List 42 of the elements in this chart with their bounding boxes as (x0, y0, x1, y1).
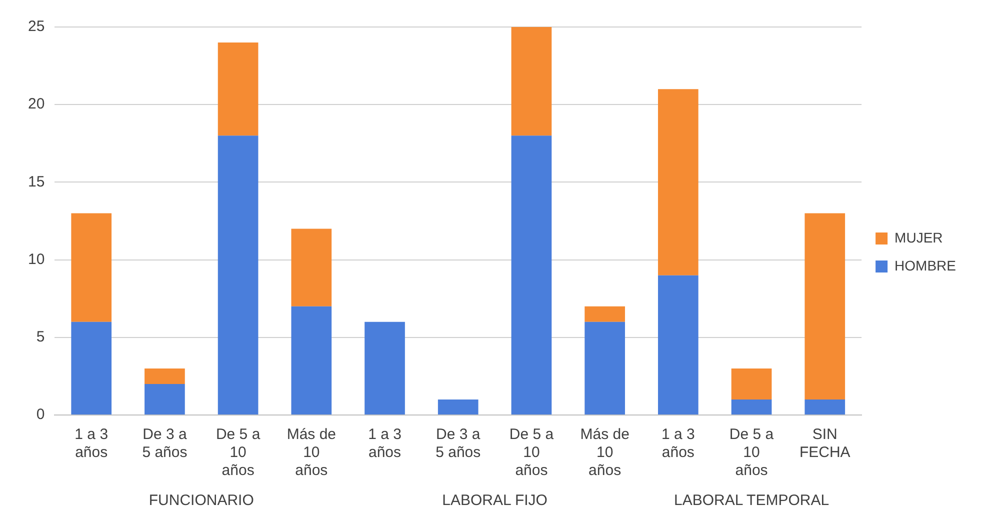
x-tick-label: Más de 10 años (286, 426, 336, 480)
bar (731, 368, 772, 400)
y-tick-label: 5 (36, 328, 45, 346)
x-tick-label: De 5 a 10 años (509, 426, 554, 480)
y-tick-label: 15 (28, 173, 45, 190)
legend-label: MUJER (894, 229, 943, 246)
bar (218, 42, 258, 136)
y-tick-label: 10 (28, 250, 45, 268)
bar (144, 384, 185, 414)
bar (804, 213, 846, 400)
y-tick-label: 20 (28, 96, 45, 113)
y-tick-label: 25 (28, 18, 45, 36)
x-tick-label: 1 a 3 años (661, 426, 695, 462)
bar (71, 213, 112, 322)
bar (511, 27, 552, 136)
legend-label: HOMBRE (894, 257, 956, 274)
x-tick-label: Más de 10 años (580, 426, 630, 480)
x-tick-label: 1 a 3 años (368, 426, 402, 462)
bar (218, 136, 258, 414)
bar (804, 399, 846, 414)
bar (291, 306, 332, 414)
bar (658, 89, 698, 276)
x-tick-label: 1 a 3 años (74, 426, 108, 462)
y-tick-label: 0 (36, 406, 45, 424)
bar (584, 322, 625, 414)
bar (438, 399, 478, 414)
bar (291, 228, 332, 306)
x-tick-label: SIN FECHA (799, 426, 850, 462)
text: LABORAL FIJO (442, 492, 548, 509)
text: FUNCIONARIO (148, 492, 254, 509)
bar (731, 399, 772, 414)
text: LABORAL TEMPORAL (674, 492, 830, 509)
bar (364, 322, 405, 414)
bar (511, 136, 552, 414)
x-tick-label: De 3 a 5 años (142, 426, 188, 462)
bar (144, 368, 185, 384)
x-tick-label: De 3 a 5 años (436, 426, 481, 462)
x-tick-label: De 5 a 10 años (729, 426, 774, 480)
bar (71, 322, 112, 414)
bar (658, 275, 698, 414)
bar (584, 306, 625, 322)
x-tick-label: De 5 a 10 años (216, 426, 261, 480)
